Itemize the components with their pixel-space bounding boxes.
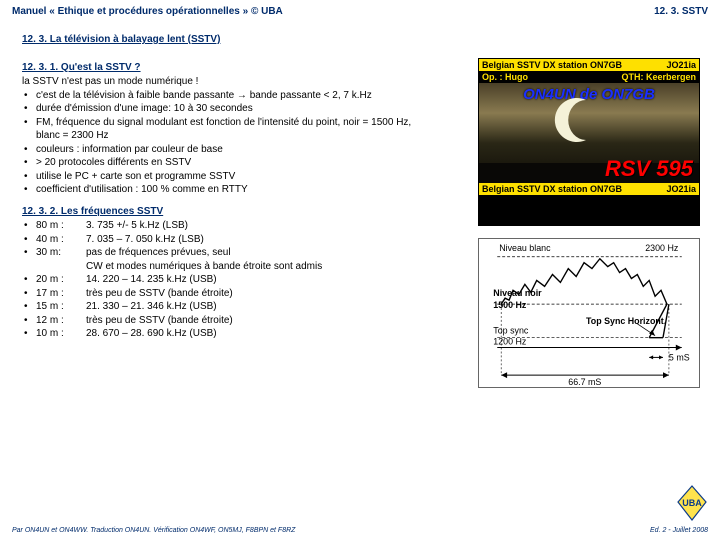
svg-text:UBA: UBA bbox=[682, 498, 702, 508]
freq-row: CW et modes numériques à bande étroite s… bbox=[22, 260, 435, 274]
sub1-intro: la SSTV n'est pas un mode numérique ! bbox=[22, 75, 435, 89]
svg-text:Top Sync Horizont.: Top Sync Horizont. bbox=[586, 316, 666, 326]
list-item: FM, fréquence du signal modulant est fon… bbox=[22, 116, 435, 143]
freq-row: 10 m :28. 670 – 28. 690 k.Hz (USB) bbox=[22, 327, 435, 341]
svg-text:1500 Hz: 1500 Hz bbox=[493, 300, 527, 310]
svg-text:2300 Hz: 2300 Hz bbox=[645, 243, 678, 253]
svg-text:66.7 mS: 66.7 mS bbox=[568, 377, 601, 387]
svg-text:5 mS: 5 mS bbox=[669, 352, 690, 362]
list-item: > 20 protocoles différents en SSTV bbox=[22, 156, 435, 170]
freq-value: 21. 330 – 21. 346 k.Hz (USB) bbox=[86, 300, 435, 314]
freq-value: 7. 035 – 7. 050 k.Hz (LSB) bbox=[86, 233, 435, 247]
svg-text:Top sync: Top sync bbox=[493, 326, 529, 336]
freq-value: 14. 220 – 14. 235 k.Hz (USB) bbox=[86, 273, 435, 287]
sstv-top-left: Belgian SSTV DX station ON7GB bbox=[482, 60, 622, 70]
moon-icon bbox=[551, 95, 601, 145]
sstv-bot-right: JO21ia bbox=[666, 184, 696, 194]
freq-band: 80 m : bbox=[36, 219, 86, 233]
sstv-card-opband: Op. : Hugo QTH: Keerbergen bbox=[479, 71, 699, 83]
header-left: Manuel « Ethique et procédures opération… bbox=[12, 6, 283, 17]
sstv-op-left: Op. : Hugo bbox=[482, 72, 528, 82]
svg-text:1200 Hz: 1200 Hz bbox=[493, 337, 526, 347]
list-item: coefficient d'utilisation : 100 % comme … bbox=[22, 183, 435, 197]
freq-band: 30 m: bbox=[36, 246, 86, 260]
freq-value: très peu de SSTV (bande étroite) bbox=[86, 287, 435, 301]
subsection-2: 12. 3. 2. Les fréquences SSTV 80 m :3. 7… bbox=[22, 205, 435, 341]
sstv-bot-left: Belgian SSTV DX station ON7GB bbox=[482, 184, 622, 194]
page-header: Manuel « Ethique et procédures opération… bbox=[0, 0, 720, 19]
sub2-head: 12. 3. 2. Les fréquences SSTV bbox=[22, 205, 435, 219]
freq-row: 12 m :très peu de SSTV (bande étroite) bbox=[22, 314, 435, 328]
freq-band: 15 m : bbox=[36, 300, 86, 314]
freq-row: 80 m :3. 735 +/- 5 k.Hz (LSB) bbox=[22, 219, 435, 233]
sstv-top-right: JO21ia bbox=[666, 60, 696, 70]
svg-text:Niveau blanc: Niveau blanc bbox=[499, 243, 551, 253]
sstv-card-botband1: Belgian SSTV DX station ON7GB JO21ia bbox=[479, 183, 699, 195]
sstv-card-botband2 bbox=[479, 195, 699, 209]
list-item: c'est de la télévision à faible bande pa… bbox=[22, 89, 435, 103]
subsection-1: 12. 3. 1. Qu'est la SSTV ? la SSTV n'est… bbox=[22, 61, 435, 197]
sstv-op-right: QTH: Keerbergen bbox=[621, 72, 696, 82]
svg-text:Niveau noir: Niveau noir bbox=[493, 288, 542, 298]
list-item: durée d'émission d'une image: 10 à 30 se… bbox=[22, 102, 435, 116]
freq-row: 40 m :7. 035 – 7. 050 k.Hz (LSB) bbox=[22, 233, 435, 247]
sub1-head: 12. 3. 1. Qu'est la SSTV ? bbox=[22, 61, 435, 75]
freq-value: 3. 735 +/- 5 k.Hz (LSB) bbox=[86, 219, 435, 233]
freq-row: 15 m :21. 330 – 21. 346 k.Hz (USB) bbox=[22, 300, 435, 314]
freq-band: 20 m : bbox=[36, 273, 86, 287]
section-title: 12. 3. La télévision à balayage lent (SS… bbox=[22, 33, 435, 47]
uba-logo: UBA bbox=[676, 484, 708, 522]
sstv-photo: ON4UN de ON7GB RSV 595 bbox=[479, 83, 699, 183]
freq-value: très peu de SSTV (bande étroite) bbox=[86, 314, 435, 328]
freq-band: 40 m : bbox=[36, 233, 86, 247]
signal-diagram: Niveau blanc 2300 Hz Niveau noir 1500 Hz Top… bbox=[478, 238, 700, 388]
freq-band: 17 m : bbox=[36, 287, 86, 301]
page-footer: Par ON4UN et ON4WW. Traduction ON4UN. Vé… bbox=[12, 527, 708, 534]
frequency-table: 80 m :3. 735 +/- 5 k.Hz (LSB)40 m :7. 03… bbox=[22, 219, 435, 341]
list-item: couleurs : information par couleur de ba… bbox=[22, 143, 435, 157]
footer-right: Ed. 2 - Juillet 2008 bbox=[650, 527, 708, 534]
footer-left: Par ON4UN et ON4WW. Traduction ON4UN. Vé… bbox=[12, 527, 295, 534]
main-content: 12. 3. La télévision à balayage lent (SS… bbox=[0, 19, 435, 341]
freq-row: 30 m:pas de fréquences prévues, seul bbox=[22, 246, 435, 260]
diagram-svg: Niveau blanc 2300 Hz Niveau noir 1500 Hz Top… bbox=[479, 239, 699, 387]
freq-value: CW et modes numériques à bande étroite s… bbox=[86, 260, 435, 274]
freq-value: 28. 670 – 28. 690 k.Hz (USB) bbox=[86, 327, 435, 341]
freq-band: 10 m : bbox=[36, 327, 86, 341]
sstv-card-topband: Belgian SSTV DX station ON7GB JO21ia bbox=[479, 59, 699, 71]
freq-value: pas de fréquences prévues, seul bbox=[86, 246, 435, 260]
header-right: 12. 3. SSTV bbox=[654, 6, 708, 17]
list-item: utilise le PC + carte son et programme S… bbox=[22, 170, 435, 184]
freq-band: 12 m : bbox=[36, 314, 86, 328]
sstv-card: Belgian SSTV DX station ON7GB JO21ia Op.… bbox=[478, 58, 700, 226]
sstv-rsv: RSV 595 bbox=[605, 156, 693, 182]
freq-row: 20 m :14. 220 – 14. 235 k.Hz (USB) bbox=[22, 273, 435, 287]
freq-row: 17 m :très peu de SSTV (bande étroite) bbox=[22, 287, 435, 301]
sub1-list: c'est de la télévision à faible bande pa… bbox=[22, 89, 435, 197]
